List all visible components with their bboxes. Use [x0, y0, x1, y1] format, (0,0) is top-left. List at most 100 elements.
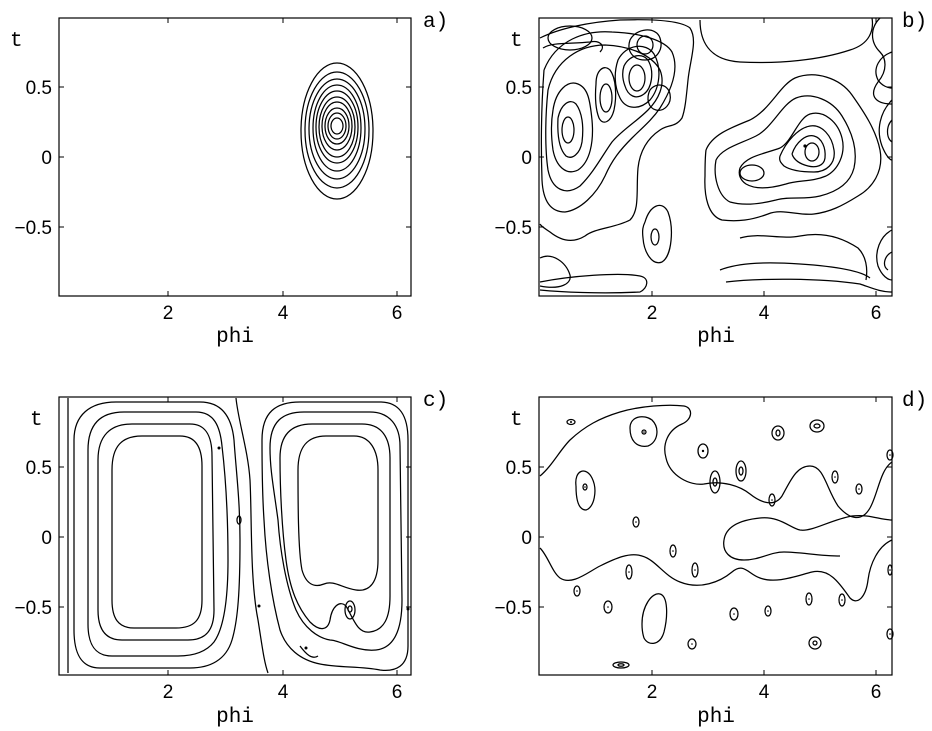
y-tick-label: −0.5	[14, 598, 52, 619]
panel-label: c)	[423, 390, 448, 413]
contour-line	[647, 84, 671, 111]
contour-line	[73, 401, 241, 669]
contour-line	[723, 514, 893, 541]
contour-line	[539, 539, 893, 602]
plot-frame	[538, 396, 893, 676]
y-tick-label: 0.5	[506, 458, 532, 479]
contour-line	[804, 142, 820, 162]
contour-line	[87, 411, 229, 657]
contour-lines	[300, 62, 374, 200]
y-tick-label: 0.5	[506, 78, 532, 99]
contour-line	[312, 84, 362, 172]
contour-line	[622, 55, 653, 98]
panel-d: t d) phi 2 4 6 0.5 0 −0.5	[494, 390, 927, 729]
x-tick-label: 2	[647, 303, 658, 324]
contour-line	[347, 605, 353, 613]
contour-line	[279, 423, 391, 633]
contour-line	[547, 25, 593, 51]
contour-lines	[67, 397, 410, 674]
x-tick-label: 4	[759, 303, 770, 324]
plot-frame	[538, 17, 893, 297]
x-axis-label: phi	[697, 326, 735, 349]
contour-line	[739, 233, 868, 281]
x-axis-label: phi	[697, 706, 735, 729]
contour-line	[327, 112, 347, 140]
contour-line	[315, 90, 359, 164]
y-tick-label: 0	[521, 528, 532, 549]
contour-line	[628, 64, 646, 92]
contour-line	[308, 78, 366, 180]
contour-line	[599, 83, 613, 113]
y-tick-label: −0.5	[494, 218, 532, 239]
plot-frame	[58, 396, 412, 676]
contour-line	[539, 404, 893, 519]
contour-line	[791, 135, 826, 168]
y-axis-label: t	[10, 30, 23, 53]
x-axis-label: phi	[216, 326, 254, 349]
contour-point	[803, 144, 807, 148]
contour-line	[324, 107, 350, 145]
y-tick-label: 0.5	[26, 458, 52, 479]
panel-a: t a) phi 2 4 6 0.5 0 −0.5	[10, 11, 448, 349]
contour-line	[875, 51, 893, 89]
contour-line	[650, 228, 660, 246]
contour-line	[704, 74, 882, 222]
contour-line	[878, 99, 893, 161]
contour-lines	[539, 404, 894, 669]
contour-line	[594, 67, 617, 123]
contour-line	[97, 423, 215, 641]
contour-point	[257, 604, 261, 608]
x-tick-label: 6	[392, 303, 403, 324]
y-axis-label: t	[510, 30, 523, 53]
contour-line	[299, 645, 319, 658]
contour-line	[628, 29, 662, 61]
contour-line	[886, 119, 893, 143]
x-tick-label: 2	[163, 682, 174, 703]
contour-line	[641, 204, 672, 264]
x-tick-label: 4	[759, 682, 770, 703]
tick-marks	[59, 18, 411, 296]
contour-line	[269, 411, 403, 651]
x-tick-label: 6	[871, 682, 882, 703]
contour-line	[779, 125, 835, 173]
plot-frame	[58, 17, 412, 297]
contour-line	[876, 229, 893, 281]
contour-line	[575, 470, 596, 511]
y-tick-label: −0.5	[14, 218, 52, 239]
y-axis-label: t	[30, 409, 43, 432]
y-tick-label: 0.5	[26, 78, 52, 99]
contour-line	[344, 600, 356, 620]
contour-line	[540, 31, 676, 213]
contour-line	[297, 435, 379, 591]
contour-line	[236, 515, 242, 525]
contour-line	[636, 35, 654, 55]
contour-line	[67, 397, 269, 674]
contour-line	[545, 44, 663, 192]
panel-label: b)	[902, 11, 927, 34]
contour-line	[304, 71, 370, 189]
contour-line	[725, 278, 893, 293]
x-tick-label: 6	[392, 682, 403, 703]
contour-line	[614, 45, 660, 108]
contour-line	[542, 40, 603, 53]
contour-line	[561, 116, 575, 144]
contour-point	[304, 646, 308, 650]
contour-lines	[539, 17, 893, 294]
contour-line	[883, 251, 893, 271]
contour-line	[539, 273, 648, 294]
contour-line	[871, 17, 893, 105]
contour-line	[738, 112, 844, 189]
contour-line	[550, 82, 594, 173]
x-tick-label: 2	[163, 303, 174, 324]
contour-line	[714, 95, 856, 205]
contour-line	[539, 19, 695, 241]
contour-line	[261, 401, 409, 671]
x-tick-label: 6	[871, 303, 882, 324]
contour-line	[321, 101, 353, 151]
panel-label: a)	[423, 11, 448, 34]
x-axis-label: phi	[216, 706, 254, 729]
contour-line	[111, 435, 203, 629]
y-tick-label: 0	[41, 148, 52, 169]
contour-line	[539, 255, 571, 288]
